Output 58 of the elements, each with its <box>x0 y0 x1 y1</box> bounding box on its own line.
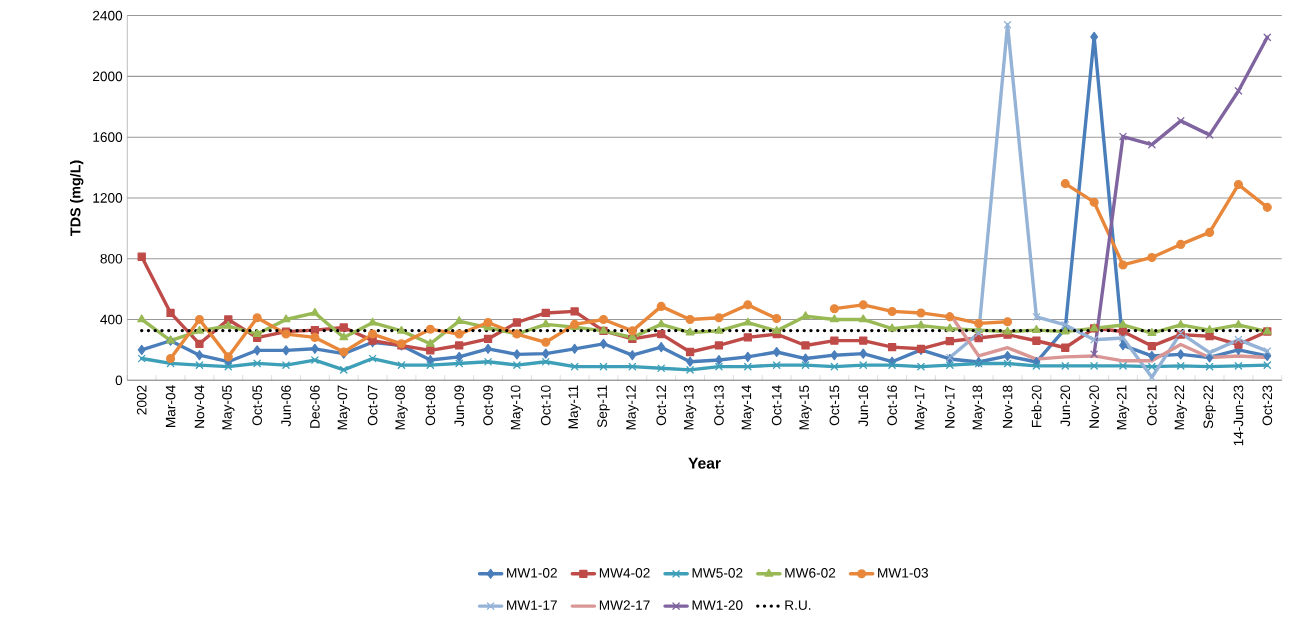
x-tick-label: Oct-14 <box>771 385 782 426</box>
x-tick-label: May-05 <box>222 385 235 430</box>
x-tick-label: May-12 <box>626 385 639 430</box>
x-tick-label: 2002 <box>136 385 147 415</box>
x-tick-label: Oct-07 <box>367 385 378 426</box>
x-tick-label: Dec-06 <box>310 385 320 428</box>
legend-label: MW1-02 <box>507 568 557 578</box>
x-tick-label: May-13 <box>683 385 697 430</box>
x-tick-label: Jun-06 <box>281 385 291 427</box>
x-tick-label: May-15 <box>799 385 812 430</box>
x-tick-label: May-07 <box>337 385 350 430</box>
legend-label: MW5-02 <box>692 568 743 578</box>
x-tick-label: Nov-04 <box>194 385 205 428</box>
x-tick-label: 14-Jun-23 <box>1233 385 1244 446</box>
x-tick-label: Jun-09 <box>454 385 465 427</box>
legend-label: MW1-17 <box>507 600 557 610</box>
x-tick-label: May-11 <box>568 385 581 429</box>
legend-label: MW1-03 <box>878 568 928 578</box>
x-tick-label: Feb-20 <box>1031 385 1042 428</box>
x-tick-label: Oct-05 <box>252 385 262 426</box>
y-tick-label: 800 <box>100 254 123 264</box>
x-tick-label: Oct-23 <box>1262 385 1273 426</box>
x-tick-label: May-18 <box>972 385 985 430</box>
x-tick-label: Oct-09 <box>483 385 493 426</box>
x-tick-label: Jun-20 <box>1060 385 1071 427</box>
x-tick-label: May-08 <box>395 385 408 430</box>
x-tick-label: Oct-12 <box>656 385 667 426</box>
x-tick-label: Oct-15 <box>829 385 840 426</box>
x-tick-label: Oct-13 <box>714 385 724 426</box>
x-tick-label: Mar-04 <box>165 385 176 428</box>
legend-label: MW1-20 <box>692 600 743 611</box>
x-tick-label: May-22 <box>1174 385 1187 430</box>
x-tick-label: Jun-16 <box>858 385 869 427</box>
y-tick-label: 2000 <box>93 71 123 82</box>
y-tick-label: 1200 <box>93 193 123 203</box>
x-tick-label: Oct-16 <box>887 385 897 426</box>
legend-label: R.U. <box>785 600 811 611</box>
legend-label: MW2-17 <box>599 600 650 611</box>
y-axis-title: TDS (mg/L) <box>70 160 84 237</box>
y-tick-label: 0 <box>115 375 123 386</box>
x-tick-label: May-21 <box>1116 385 1130 430</box>
x-tick-label: Nov-18 <box>1002 385 1013 428</box>
y-tick-label: 400 <box>100 314 123 325</box>
x-tick-label: Oct-08 <box>425 385 436 426</box>
y-tick-label: 1600 <box>93 132 123 143</box>
legend-label: MW6-02 <box>785 568 836 578</box>
x-tick-label: May-17 <box>914 385 928 430</box>
y-tick-label: 2400 <box>93 10 123 21</box>
x-tick-label: May-10 <box>510 385 524 430</box>
x-tick-label: Nov-17 <box>945 385 955 428</box>
x-tick-label: Sep-11 <box>597 385 610 428</box>
x-tick-label: Oct-21 <box>1147 385 1157 426</box>
x-tick-label: May-14 <box>741 385 754 430</box>
x-tick-label: Oct-10 <box>540 385 551 426</box>
x-axis-title: Year <box>688 458 721 469</box>
x-tick-label: Sep-22 <box>1203 385 1216 429</box>
legend-label: MW4-02 <box>599 568 650 578</box>
x-tick-label: Nov-20 <box>1089 385 1099 428</box>
